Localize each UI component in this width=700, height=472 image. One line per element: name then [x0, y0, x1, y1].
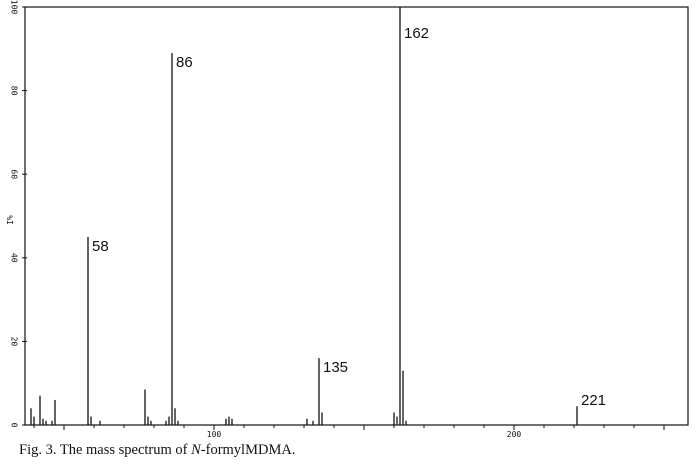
y-tick-label: 80 — [10, 86, 19, 96]
mass-spectrum-chart: %I 0 20 40 60 80 100 100 200 58 86 135 162 221 — [5, 0, 689, 439]
x-tick-label: 100 — [207, 430, 222, 439]
peak-label: 135 — [323, 359, 348, 376]
peak-labels: 58 86 135 162 221 — [92, 25, 606, 409]
y-tick-label: 60 — [10, 169, 19, 179]
caption-prefix: Fig. 3. The mass spectrum of — [19, 442, 192, 458]
y-tick-label: 40 — [10, 253, 19, 263]
peak-label: 162 — [404, 25, 429, 42]
x-axis: 100 200 — [33, 425, 665, 439]
y-axis-title: %I — [5, 215, 14, 225]
caption-suffix: -formylMDMA. — [200, 442, 296, 458]
peak-lines — [30, 7, 578, 425]
peak-label: 58 — [92, 238, 109, 255]
y-tick-label: 0 — [10, 423, 19, 428]
x-tick-label: 200 — [507, 430, 522, 439]
peak-label: 221 — [581, 392, 606, 409]
figure-caption: Fig. 3. The mass spectrum of N-formylMDM… — [19, 442, 295, 459]
plot-frame — [24, 6, 689, 426]
caption-italic: N — [191, 442, 201, 458]
y-tick-label: 100 — [10, 0, 19, 14]
y-axis: 0 20 40 60 80 100 — [10, 0, 27, 428]
y-tick-label: 20 — [10, 337, 19, 347]
peak-label: 86 — [176, 54, 193, 71]
